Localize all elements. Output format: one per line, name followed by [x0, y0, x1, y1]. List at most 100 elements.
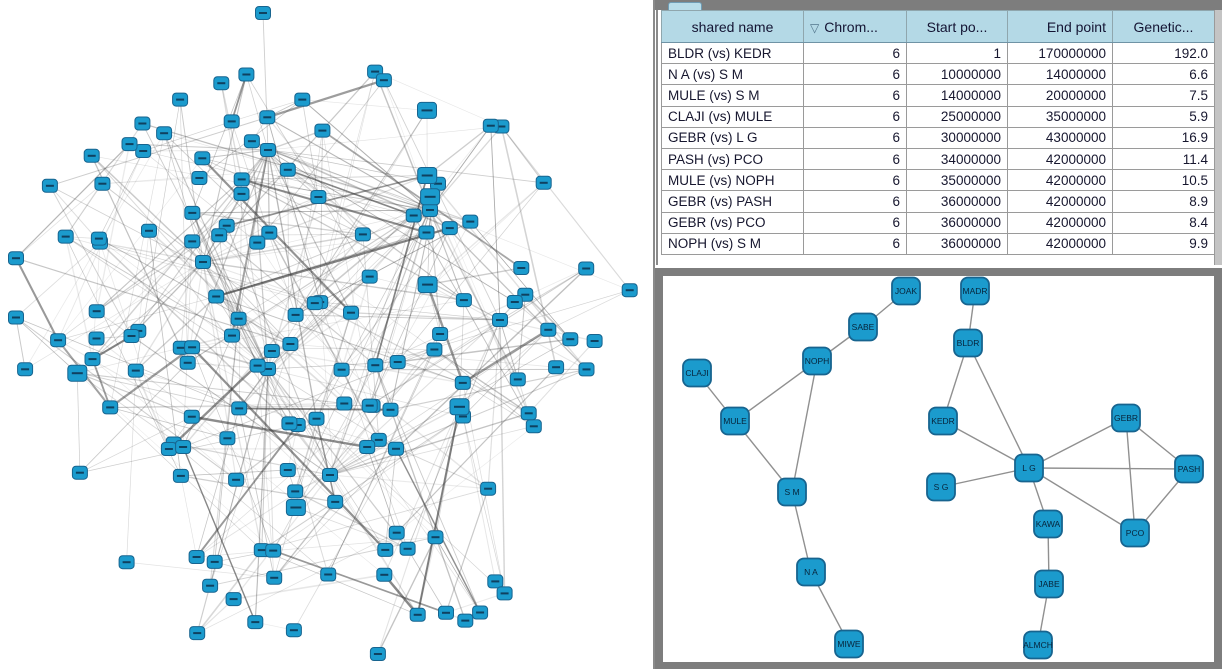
network-node[interactable] — [279, 463, 296, 477]
network-node[interactable] — [480, 481, 497, 496]
table-row[interactable]: GEBR (vs) PASH 6 36000000 42000000 8.9 — [661, 190, 1215, 213]
network-node[interactable] — [213, 76, 230, 91]
table-cell[interactable]: PASH (vs) PCO — [661, 147, 804, 171]
network-node[interactable] — [578, 362, 595, 377]
network-node[interactable] — [535, 175, 552, 190]
network-node[interactable] — [135, 144, 152, 158]
table-cell[interactable]: 6 — [803, 41, 907, 65]
network-node[interactable] — [211, 228, 228, 243]
panel-divider[interactable] — [653, 0, 655, 669]
network-node[interactable] — [94, 176, 111, 191]
table-cell[interactable]: 6 — [803, 105, 907, 128]
network-node[interactable] — [417, 167, 438, 184]
network-node[interactable] — [179, 355, 196, 370]
table-cell[interactable]: N A (vs) S M — [661, 63, 804, 86]
table-cell[interactable]: 14000000 — [906, 84, 1008, 107]
table-cell[interactable]: MULE (vs) S M — [661, 84, 804, 107]
table-cell[interactable]: 192.0 — [1112, 41, 1215, 65]
network-node[interactable] — [540, 322, 557, 337]
table-cell[interactable]: 6 — [803, 147, 907, 171]
column-header-3[interactable]: End point — [1007, 10, 1113, 43]
table-cell[interactable]: 10000000 — [906, 63, 1008, 86]
network-node[interactable] — [399, 541, 416, 556]
edge-PASH-LG[interactable] — [1028, 467, 1190, 470]
network-node[interactable] — [184, 340, 201, 355]
table-cell[interactable]: 36000000 — [906, 190, 1008, 213]
network-node[interactable] — [121, 137, 138, 152]
network-node[interactable] — [160, 442, 177, 456]
node-PCO[interactable]: PCO — [1120, 518, 1150, 548]
network-node[interactable] — [520, 406, 537, 421]
table-cell[interactable]: 6 — [803, 190, 907, 213]
network-node[interactable] — [306, 296, 323, 311]
network-node[interactable] — [134, 116, 151, 131]
network-node[interactable] — [417, 276, 438, 294]
network-node[interactable] — [67, 364, 88, 382]
node-KAWA[interactable]: KAWA — [1033, 509, 1063, 539]
network-node[interactable] — [509, 372, 526, 387]
network-node[interactable] — [327, 494, 344, 509]
network-node[interactable] — [259, 110, 276, 125]
network-node[interactable] — [336, 396, 353, 411]
node-SM[interactable]: S M — [777, 477, 807, 507]
network-node[interactable] — [333, 362, 350, 377]
network-node[interactable] — [389, 355, 406, 369]
subnetwork-view[interactable]: JOAK SABE NOPH CLAJI MULE S M N A MIWE MADR BLDR K… — [663, 276, 1214, 662]
network-node[interactable] — [265, 543, 282, 558]
table-row[interactable]: NOPH (vs) S M 6 36000000 42000000 9.9 — [661, 232, 1215, 255]
network-node[interactable] — [279, 162, 296, 177]
network-node[interactable] — [223, 114, 240, 129]
network-node[interactable] — [294, 92, 311, 107]
network-node[interactable] — [420, 188, 441, 206]
network-node[interactable] — [432, 327, 449, 341]
network-node[interactable] — [308, 411, 325, 426]
network-node[interactable] — [184, 234, 201, 249]
table-cell[interactable]: 7.5 — [1112, 84, 1215, 107]
network-node[interactable] — [487, 574, 504, 589]
node-GEBR[interactable]: GEBR — [1111, 403, 1141, 433]
network-node[interactable] — [548, 360, 565, 375]
node-MULE[interactable]: MULE — [720, 406, 750, 436]
network-node[interactable] — [188, 550, 205, 564]
network-node[interactable] — [359, 440, 376, 454]
network-node[interactable] — [314, 123, 331, 138]
network-node[interactable] — [224, 328, 240, 343]
table-cell[interactable]: CLAJI (vs) MULE — [661, 105, 804, 128]
network-node[interactable] — [206, 554, 223, 569]
network-node[interactable] — [194, 151, 211, 166]
network-node[interactable] — [343, 305, 359, 320]
table-cell[interactable]: 1 — [906, 41, 1008, 65]
network-node[interactable] — [418, 225, 435, 240]
table-cell[interactable]: 6 — [803, 84, 907, 107]
node-MADR[interactable]: MADR — [960, 276, 990, 306]
table-cell[interactable]: 35000000 — [906, 169, 1008, 192]
table-cell[interactable]: 36000000 — [906, 232, 1008, 255]
network-node[interactable] — [249, 235, 266, 250]
network-node[interactable] — [172, 92, 189, 107]
network-node[interactable] — [208, 289, 225, 304]
column-header-1[interactable]: ▽ Chrom... — [803, 10, 907, 43]
edge-GEBR-LG[interactable] — [1028, 417, 1127, 469]
network-node[interactable] — [354, 227, 371, 242]
network-node[interactable] — [57, 229, 74, 244]
network-node[interactable] — [249, 358, 266, 373]
table-cell[interactable]: GEBR (vs) L G — [661, 126, 804, 149]
network-node[interactable] — [388, 525, 405, 540]
network-node[interactable] — [506, 295, 523, 309]
table-cell[interactable]: 42000000 — [1007, 232, 1113, 255]
network-node[interactable] — [123, 329, 140, 343]
network-node[interactable] — [219, 431, 236, 446]
table-cell[interactable]: 9.9 — [1112, 232, 1215, 255]
table-cell[interactable]: 30000000 — [906, 126, 1008, 149]
node-SG[interactable]: S G — [926, 472, 956, 502]
edge-GEBR-PCO[interactable] — [1125, 417, 1136, 534]
network-node[interactable] — [41, 178, 58, 193]
network-node[interactable] — [287, 484, 304, 499]
edge-NOPH-SM[interactable] — [791, 360, 818, 493]
network-node[interactable] — [118, 555, 135, 570]
edge-BLDR-LG[interactable] — [967, 342, 1030, 469]
network-node[interactable] — [462, 214, 479, 229]
network-node[interactable] — [191, 171, 208, 185]
network-node[interactable] — [287, 307, 304, 322]
table-cell[interactable]: 42000000 — [1007, 169, 1113, 192]
